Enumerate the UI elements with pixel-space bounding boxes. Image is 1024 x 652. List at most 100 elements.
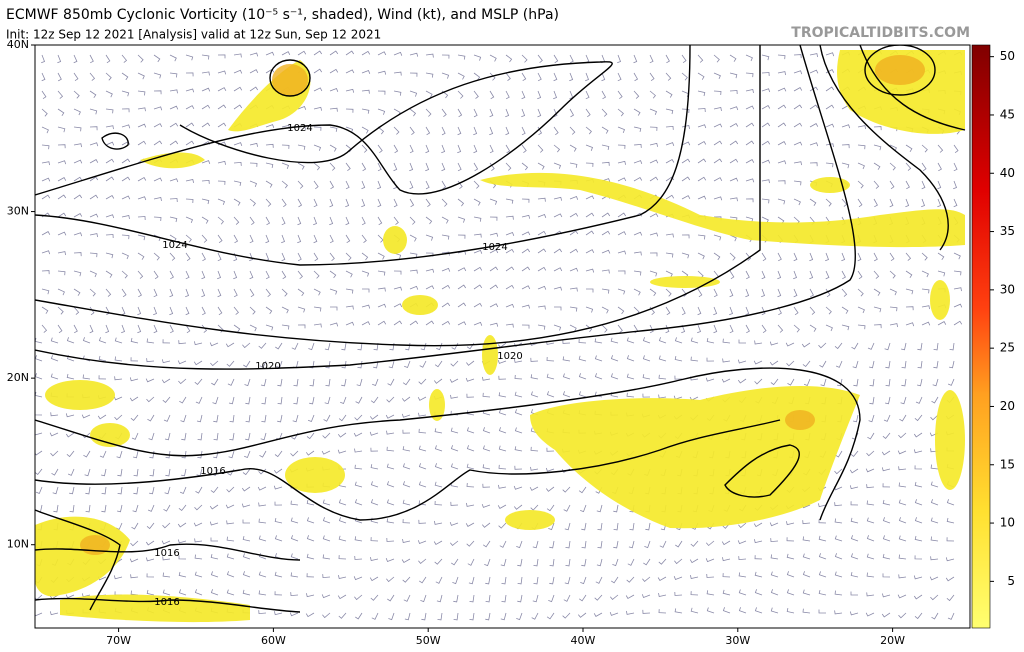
wind-barb	[73, 159, 83, 164]
wind-barb	[521, 90, 526, 100]
wind-barb	[386, 396, 395, 403]
wind-barb	[537, 197, 546, 202]
wind-barb	[185, 252, 191, 262]
wind-barb	[441, 54, 450, 59]
wind-barb	[345, 305, 354, 310]
wind-barb	[793, 54, 802, 59]
wind-barb	[569, 126, 576, 135]
wind-barb	[953, 252, 961, 260]
wind-barb	[217, 270, 222, 280]
wind-barb	[393, 126, 400, 135]
wind-barb	[521, 248, 531, 254]
wind-barb	[489, 232, 499, 237]
wind-barb	[931, 396, 939, 404]
wind-barb	[697, 72, 705, 80]
wind-barb	[293, 396, 299, 405]
wind-barb	[73, 194, 83, 200]
wind-barb	[745, 270, 750, 280]
wind-barb	[402, 463, 411, 470]
wind-barb	[449, 540, 459, 546]
wind-barb	[898, 432, 907, 439]
wind-barb	[617, 108, 624, 117]
wind-barb	[585, 144, 594, 151]
wind-barb	[873, 288, 881, 296]
wind-barb	[901, 378, 907, 387]
wind-barb	[137, 196, 147, 201]
wind-barb	[738, 339, 746, 344]
wind-barb	[562, 612, 571, 619]
wind-barb	[213, 414, 219, 423]
wind-barb	[386, 576, 395, 583]
colorbar-label: 25	[1000, 341, 1015, 355]
wind-barb	[169, 216, 178, 223]
wind-barb	[609, 611, 619, 616]
wind-barb	[642, 609, 651, 614]
wind-barb	[265, 216, 271, 226]
map-area: 1024 1024 1024 1020 1020 1016 1016 1016	[35, 45, 970, 628]
wind-barb	[834, 342, 843, 350]
wind-barb	[585, 108, 591, 118]
wind-barb	[290, 535, 299, 542]
wind-barb	[466, 445, 475, 452]
wind-barb	[921, 198, 926, 208]
wind-barb	[114, 376, 123, 381]
wind-barb	[89, 126, 98, 131]
wind-barb	[553, 162, 562, 169]
wind-barb	[201, 252, 206, 262]
wind-barb	[217, 180, 226, 185]
wind-barb	[745, 54, 753, 62]
wind-barb	[793, 306, 799, 316]
wind-barb	[441, 234, 450, 240]
wind-barb	[345, 88, 355, 93]
wind-barb	[386, 518, 395, 524]
wind-barb	[489, 144, 494, 154]
wind-barb	[802, 520, 811, 525]
wind-barb	[674, 337, 683, 344]
wind-barb	[578, 486, 587, 494]
wind-barb	[98, 355, 107, 362]
wind-barb	[706, 357, 715, 362]
colorbar-label: 5	[1007, 574, 1015, 588]
wind-barb	[274, 571, 283, 578]
wind-barb	[213, 432, 219, 441]
wind-barb	[329, 270, 337, 279]
wind-barb	[665, 108, 674, 115]
wind-barb	[873, 324, 882, 329]
wind-barb	[131, 432, 139, 440]
wind-barb	[953, 287, 962, 292]
wind-barb	[849, 611, 859, 616]
wind-barb	[745, 122, 755, 128]
wind-barb	[837, 378, 843, 387]
wind-barb	[355, 612, 363, 620]
wind-barb	[313, 162, 321, 171]
wind-barb	[930, 517, 939, 524]
wind-barb	[501, 576, 507, 585]
wind-barb	[290, 592, 299, 597]
wind-barb	[867, 342, 875, 350]
wind-barb	[633, 288, 641, 296]
wind-barb	[665, 72, 672, 81]
wind-barb	[473, 90, 479, 99]
wind-barb	[932, 378, 939, 387]
wind-barb	[353, 432, 363, 437]
wind-barb	[921, 321, 931, 326]
wind-barb	[642, 393, 651, 398]
wind-barb	[562, 356, 571, 362]
wind-barb	[441, 72, 450, 79]
wind-barb	[146, 589, 155, 596]
wind-barb	[259, 360, 267, 368]
wind-barb	[181, 468, 187, 477]
wind-barb	[210, 486, 219, 494]
wind-barb	[565, 540, 571, 549]
wind-barb	[868, 414, 875, 423]
wind-barb	[409, 144, 414, 154]
wind-barb	[313, 216, 318, 226]
wind-barb	[818, 590, 827, 596]
subtitle: Init: 12z Sep 12 2021 [Analysis] valid a…	[6, 28, 381, 42]
wind-barb	[466, 410, 475, 416]
wind-barb	[373, 342, 379, 351]
wind-barb	[201, 179, 210, 184]
wind-barb	[489, 284, 499, 290]
wind-barb	[585, 126, 592, 135]
wind-barb	[145, 378, 155, 383]
